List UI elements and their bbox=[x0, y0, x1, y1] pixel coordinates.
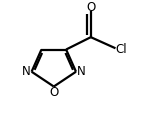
Text: N: N bbox=[22, 65, 30, 78]
Text: O: O bbox=[86, 1, 95, 14]
Text: Cl: Cl bbox=[116, 43, 127, 56]
Text: N: N bbox=[77, 65, 86, 78]
Text: O: O bbox=[49, 86, 58, 99]
